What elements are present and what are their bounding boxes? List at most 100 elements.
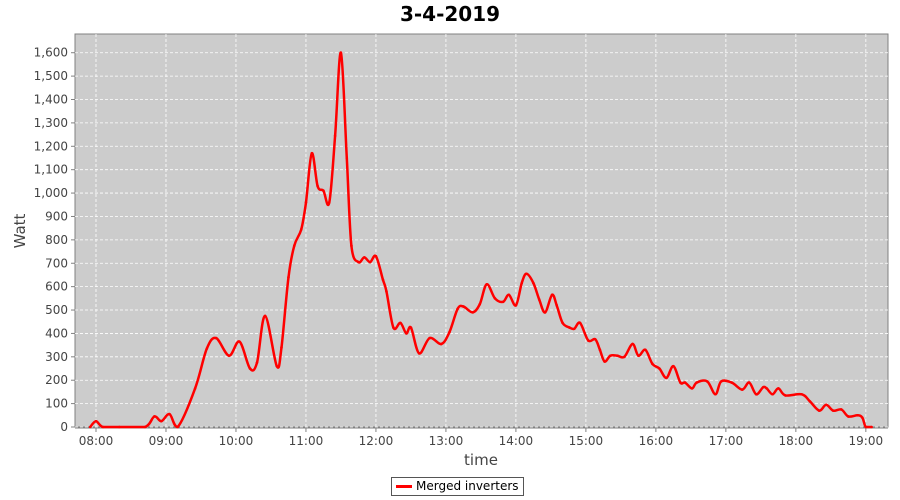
data-point [870,425,873,429]
data-point [357,260,360,264]
data-point [714,392,717,396]
data-point [771,392,774,396]
data-point [118,425,121,429]
data-point [507,293,511,297]
data-point [404,332,408,335]
data-point [478,302,482,306]
data-point [316,184,319,188]
data-point [339,51,343,55]
plot-area [74,33,889,428]
x-tick-label: 10:00 [219,434,254,448]
data-point [263,314,267,318]
x-tick-label: 17:00 [709,434,744,448]
data-point [392,326,395,329]
data-point [861,416,864,419]
x-tick-label: 08:00 [79,434,114,448]
data-point [462,305,465,308]
y-axis-label: Watt [11,213,29,248]
data-point [485,283,489,286]
series-layer [88,51,873,429]
data-point [399,321,402,325]
data-point [409,326,413,329]
x-axis-label: time [464,451,498,469]
data-point [777,387,780,390]
y-tick-label: 200 [45,373,68,387]
data-point [88,425,92,429]
y-tick-label: 100 [45,397,68,411]
data-point [765,387,768,390]
data-point [705,380,709,383]
data-point [227,354,231,357]
data-point [374,254,378,258]
data-point [299,228,303,231]
data-point [292,244,296,248]
data-point [205,347,209,350]
data-point [350,244,353,248]
data-point [287,275,290,279]
data-point [248,367,252,370]
data-point [651,362,654,366]
data-point [719,380,723,383]
y-tick-label: 1,300 [34,116,68,130]
y-tick-label: 1,100 [34,163,68,177]
data-point [658,367,661,370]
y-tick-label: 1,000 [34,186,68,200]
data-point [168,412,171,416]
data-point [637,354,640,357]
data-point [439,342,443,346]
data-point [304,201,308,204]
data-point [280,346,283,349]
data-point [665,376,668,380]
data-point [525,272,528,276]
x-tick-label: 18:00 [779,434,814,448]
data-point [683,381,687,384]
x-tick-label: 12:00 [359,434,394,448]
data-point [754,392,758,396]
y-tick-label: 1,600 [34,46,68,60]
x-tick-label: 13:00 [429,434,464,448]
data-point [856,414,859,417]
data-point [847,415,850,418]
data-point [740,388,744,391]
data-point [537,298,541,301]
data-point [840,408,843,411]
data-point [333,134,337,138]
data-point [609,354,612,357]
x-tick-label: 11:00 [289,434,324,448]
data-point [385,290,388,293]
data-point [808,399,812,403]
x-tick-label: 15:00 [569,434,604,448]
data-point [417,352,421,355]
data-point [864,425,868,429]
data-point [362,256,366,259]
data-point [345,156,349,160]
data-point [817,409,821,412]
data-point [501,300,505,304]
y-tick-label: 300 [45,350,68,364]
y-tick-label: 700 [45,256,68,270]
data-point [471,311,475,314]
y-tick-label: 0 [60,420,68,434]
data-point [214,336,218,340]
y-tick-label: 400 [45,326,68,340]
data-point [568,326,571,329]
data-point [94,419,98,423]
legend-swatch [396,484,412,488]
data-point [381,278,385,281]
data-point [160,419,163,423]
x-tick-label: 09:00 [149,434,184,448]
data-point [143,425,147,429]
data-point [623,355,626,359]
legend: Merged inverters [391,477,524,496]
grid-lines [75,34,888,428]
data-point [672,364,675,368]
data-point [238,340,241,343]
data-point [101,425,105,429]
data-point [428,336,431,340]
data-point [550,293,554,297]
data-point [456,307,459,311]
y-tick-label: 1,400 [34,93,68,107]
data-point [586,339,590,342]
data-point [514,304,518,307]
x-tick-label: 16:00 [639,434,674,448]
